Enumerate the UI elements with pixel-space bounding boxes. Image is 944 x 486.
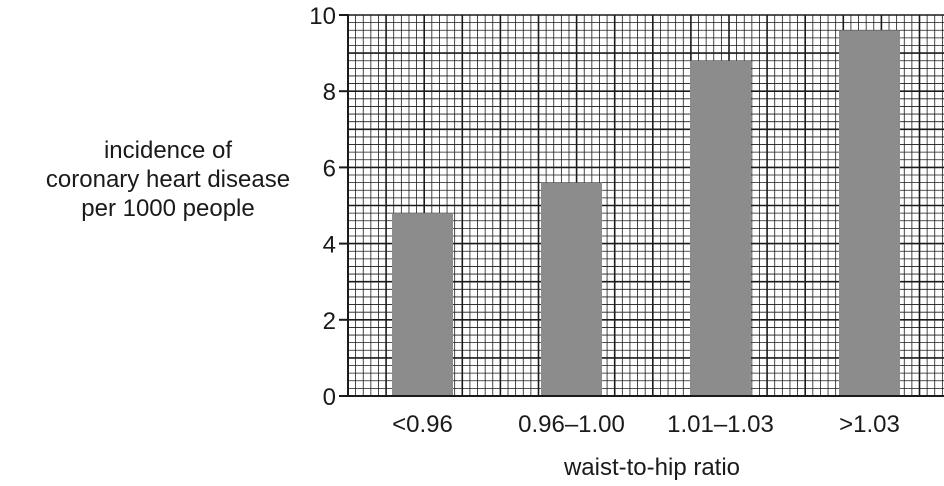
- y-tick-label-6: 6: [323, 155, 336, 182]
- y-tick-label-2: 2: [323, 308, 336, 335]
- bar-3: [690, 60, 751, 396]
- x-tick-label-1: <0.96: [392, 411, 453, 438]
- axes: [339, 14, 944, 397]
- y-tick-label-4: 4: [323, 232, 336, 259]
- bars: [392, 30, 900, 397]
- y-axis-label-line-1: incidence of: [103, 137, 233, 164]
- x-tick-label-3: 1.01–1.03: [667, 411, 774, 438]
- y-tick-label-10: 10: [309, 3, 336, 30]
- y-tick-label-0: 0: [323, 384, 336, 411]
- x-axis-label: waist-to-hip ratio: [563, 454, 740, 481]
- y-tick-labels: 0 2 4 6 8 10: [309, 3, 336, 411]
- x-tick-labels: <0.96 0.96–1.00 1.01–1.03 >1.03: [392, 411, 900, 438]
- x-tick-label-2: 0.96–1.00: [518, 411, 625, 438]
- y-axis-label-line-2: coronary heart disease: [45, 166, 291, 193]
- bar-2: [541, 182, 602, 396]
- y-tick-label-8: 8: [323, 79, 336, 106]
- y-axis-label: incidence of coronary heart disease per …: [0, 136, 336, 223]
- y-axis-label-line-3: per 1000 people: [81, 195, 255, 222]
- bar-4: [839, 30, 900, 397]
- x-tick-label-4: >1.03: [839, 411, 900, 438]
- bar-1: [392, 213, 453, 396]
